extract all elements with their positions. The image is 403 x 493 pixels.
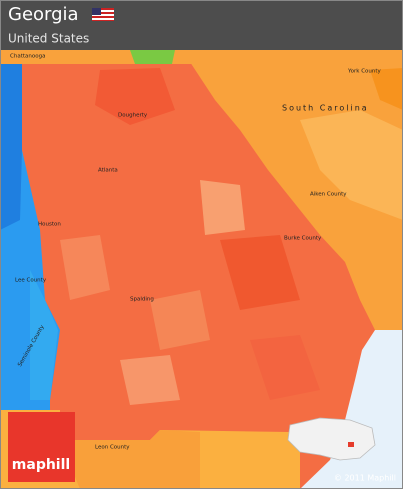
county-patch <box>220 235 300 310</box>
county-patch <box>95 68 175 125</box>
sc-light <box>300 110 403 220</box>
logo: maphill <box>12 457 70 473</box>
tennessee <box>0 50 403 64</box>
alabama-light <box>30 270 58 400</box>
alabama-dark <box>0 64 22 230</box>
florida-dark <box>60 430 200 489</box>
ocean <box>300 330 403 489</box>
map-label: Aiken County <box>310 192 347 198</box>
map-label: Spalding <box>130 297 154 303</box>
map-label: South Carolina <box>282 104 369 113</box>
us-inset <box>287 417 376 461</box>
copyright: © 2011 Maphill <box>334 474 396 483</box>
map-label: Houston <box>38 222 61 228</box>
map-label: Chattanooga <box>10 54 45 60</box>
map-label: Leon County <box>95 445 130 451</box>
map-label: Atlanta <box>98 168 118 174</box>
sc-dark <box>370 68 403 110</box>
subtitle: United States <box>8 32 89 46</box>
county-patch <box>200 180 245 235</box>
header-bar <box>0 0 403 50</box>
county-patch <box>250 335 320 400</box>
flag <box>92 8 114 21</box>
county-patch <box>60 235 110 300</box>
county-patch <box>120 355 180 405</box>
county-patch <box>150 290 210 350</box>
title: Georgia <box>8 4 79 25</box>
map-label: York County <box>347 69 382 75</box>
logo-box <box>8 412 75 482</box>
map-label: Dougherty <box>118 113 148 119</box>
inset-marker <box>348 442 354 447</box>
map-label: Lee County <box>15 278 47 284</box>
map-label: Burke County <box>284 236 322 242</box>
green-county <box>130 50 175 64</box>
